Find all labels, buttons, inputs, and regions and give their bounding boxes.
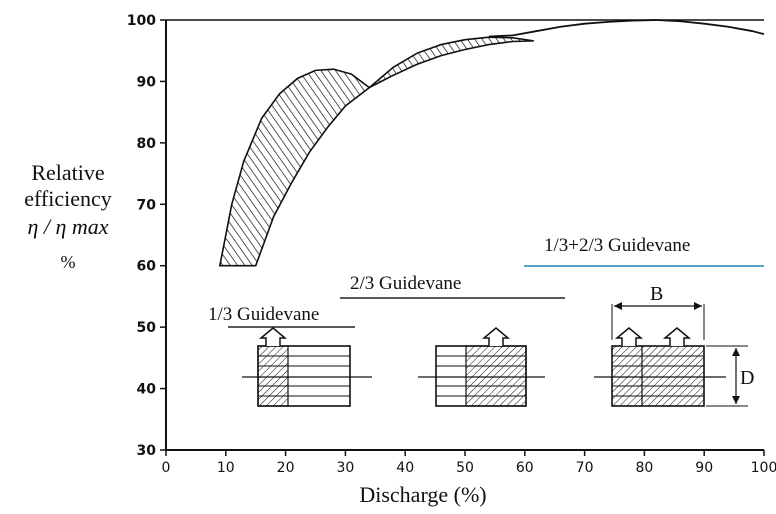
curve-1-3-2-3-guidevane xyxy=(488,19,765,38)
x-axis-label: Discharge (%) xyxy=(0,482,776,508)
y-tick-label: 30 xyxy=(137,443,157,459)
annotation-guidevane-13: 1/3 Guidevane xyxy=(208,304,319,325)
annotation-guidevane-combined: 1/3+2/3 Guidevane xyxy=(544,235,690,256)
y-tick-label: 100 xyxy=(127,13,156,29)
x-tick-label: 70 xyxy=(576,460,594,476)
x-tick-label: 100 xyxy=(751,460,776,476)
x-tick-label: 10 xyxy=(217,460,235,476)
x-tick-label: 20 xyxy=(277,460,295,476)
y-tick-label: 40 xyxy=(137,382,157,398)
guidevane-schematic-13 xyxy=(242,327,372,407)
x-tick-label: 90 xyxy=(695,460,713,476)
y-tick-label: 50 xyxy=(137,320,157,336)
annotation-guidevane-23: 2/3 Guidevane xyxy=(350,273,461,294)
guidevane-schematic-combined: B D xyxy=(594,283,754,407)
y-axis-label-line-3: η / η max xyxy=(27,214,109,239)
flow-arrow-icon xyxy=(258,327,288,346)
dimension-d-label: D xyxy=(740,367,754,389)
band-2-3-guidevane xyxy=(368,36,534,89)
x-tick-label: 30 xyxy=(336,460,354,476)
dimension-b-label: B xyxy=(650,283,663,305)
y-axis-label-line-1: Relative xyxy=(31,160,105,185)
guidevane-schematic-23 xyxy=(418,327,545,407)
y-axis-label-line-2: efficiency xyxy=(24,186,112,211)
x-tick-label: 50 xyxy=(456,460,474,476)
y-tick-label: 70 xyxy=(137,197,157,213)
x-tick-label: 60 xyxy=(516,460,534,476)
y-tick-label: 90 xyxy=(137,74,157,90)
flow-arrow-icon xyxy=(481,327,511,346)
axis-ticks: 0 10 20 30 40 50 60 70 80 90 100 30 40 50 60 70 80 90 100 xyxy=(127,13,776,476)
x-tick-label: 0 xyxy=(162,460,171,476)
flow-arrow-icon xyxy=(614,327,644,346)
x-tick-label: 40 xyxy=(396,460,414,476)
flow-arrow-icon xyxy=(662,327,692,346)
annotation-group: 1/3 Guidevane 2/3 Guidevane 1/3+2/3 Guid… xyxy=(208,235,764,328)
band-1-3-guidevane xyxy=(218,68,371,267)
y-axis-label-unit: % xyxy=(60,252,76,272)
x-axis-label-text: Discharge (%) xyxy=(359,482,487,507)
x-tick-label: 80 xyxy=(635,460,653,476)
y-tick-label: 80 xyxy=(137,136,157,152)
y-tick-label: 60 xyxy=(137,259,157,275)
series-group xyxy=(218,19,765,267)
